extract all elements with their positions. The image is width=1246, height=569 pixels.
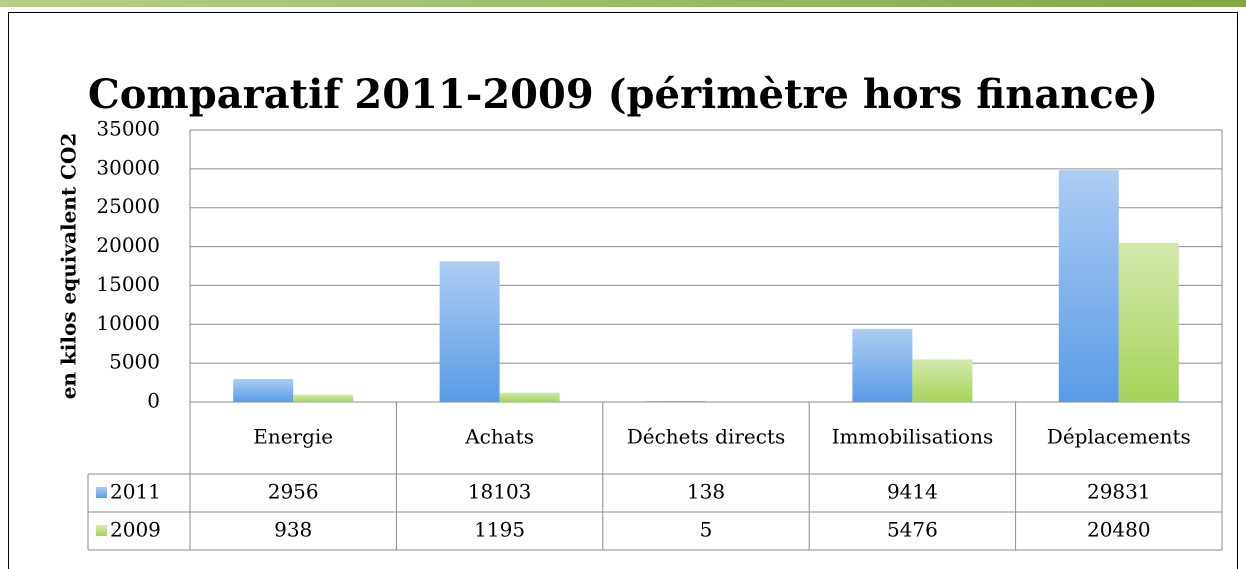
y-tick-label: 5000 (109, 350, 160, 374)
bar (233, 379, 294, 402)
legend-swatch (96, 487, 107, 498)
x-tick-label: Energie (253, 425, 333, 449)
chart-frame (8, 12, 1238, 569)
table-value: 138 (687, 480, 725, 504)
table-value: 1195 (474, 518, 525, 542)
y-axis-label: en kilos equivalent CO2 (57, 133, 81, 400)
y-tick-label: 0 (147, 389, 160, 413)
table-value: 9414 (887, 480, 938, 504)
top-band (0, 0, 1246, 7)
bar (912, 359, 973, 402)
table-value: 5 (700, 518, 713, 542)
x-tick-label: Achats (464, 425, 534, 449)
table-value: 2956 (268, 480, 319, 504)
bar (499, 392, 560, 402)
legend-label: 2011 (110, 480, 161, 504)
table-value: 29831 (1087, 480, 1151, 504)
y-tick-label: 30000 (96, 155, 160, 179)
y-tick-label: 25000 (96, 194, 160, 218)
y-tick-label: 10000 (96, 311, 160, 335)
bar (293, 394, 354, 402)
bar (1058, 170, 1119, 402)
y-tick-label: 35000 (96, 117, 160, 141)
table-value: 18103 (468, 480, 532, 504)
bar (646, 400, 706, 402)
bar (439, 261, 500, 402)
y-tick-label: 15000 (96, 272, 160, 296)
table-value: 5476 (887, 518, 938, 542)
x-tick-label: Déchets directs (627, 425, 786, 449)
bar (852, 328, 913, 402)
x-tick-label: Immobilisations (832, 425, 994, 449)
chart-title: Comparatif 2011-2009 (périmètre hors fin… (88, 71, 1158, 118)
table-value: 938 (274, 518, 312, 542)
bar (1118, 242, 1179, 402)
x-tick-label: Déplacements (1047, 425, 1191, 449)
y-tick-label: 20000 (96, 233, 160, 257)
legend-label: 2009 (110, 518, 161, 542)
legend-swatch (96, 525, 107, 536)
table-value: 20480 (1087, 518, 1151, 542)
